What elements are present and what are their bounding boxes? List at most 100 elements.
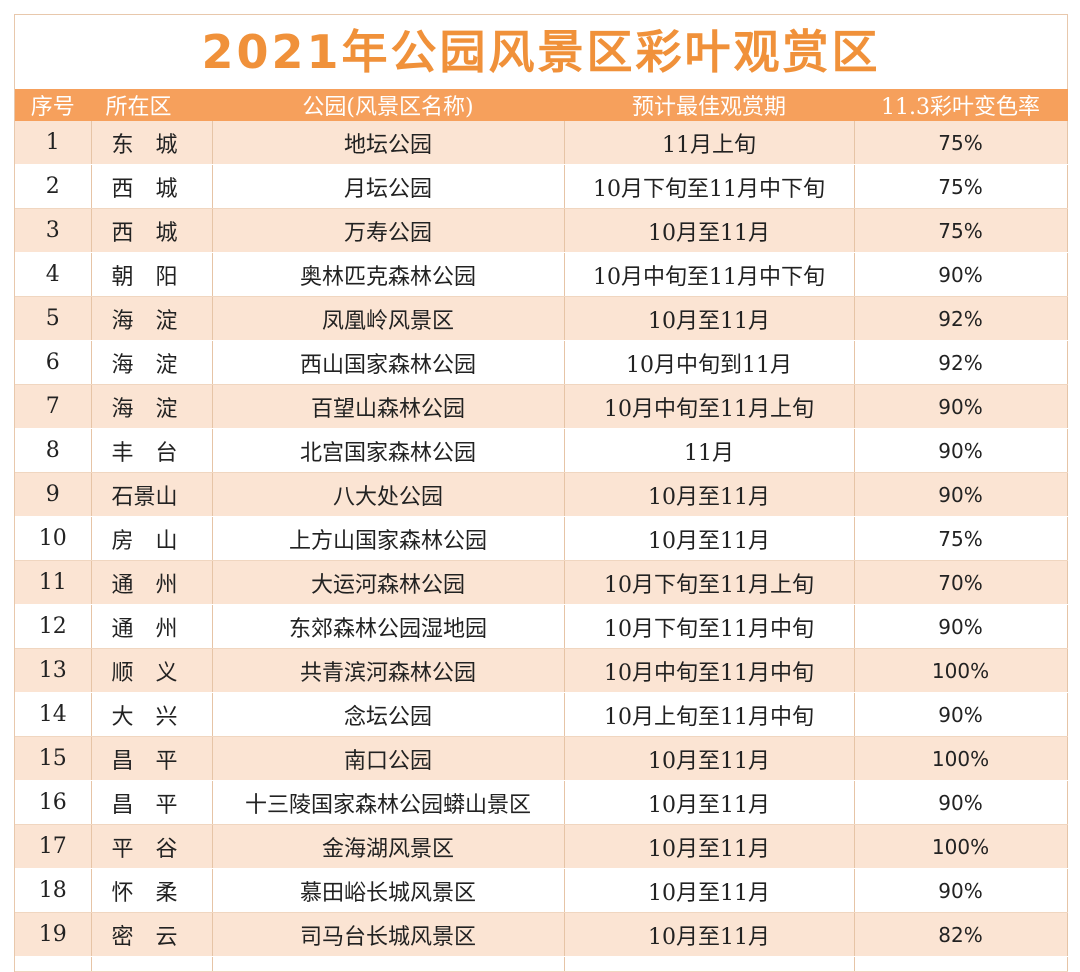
cell-index: 8 bbox=[15, 428, 92, 473]
cell-rate: 90% bbox=[854, 868, 1068, 913]
cell-district: 大 兴 bbox=[91, 692, 213, 737]
cell-period: 11月 bbox=[564, 428, 855, 473]
cell-park: 大运河森林公园 bbox=[212, 560, 565, 605]
empty-cell bbox=[91, 956, 213, 972]
cell-district: 朝 阳 bbox=[91, 252, 213, 297]
cell-period: 10月中旬至11月上旬 bbox=[564, 384, 855, 429]
spreadsheet: 2021年公园风景区彩叶观赏区 序号 所在区 公园(风景区名称) 预计最佳观赏期… bbox=[14, 14, 1068, 972]
cell-period: 10月下旬至11月中下旬 bbox=[564, 164, 855, 209]
cell-index: 3 bbox=[15, 208, 92, 253]
cell-district: 昌 平 bbox=[91, 780, 213, 825]
empty-cell bbox=[212, 956, 565, 972]
cell-park: 万寿公园 bbox=[212, 208, 565, 253]
cell-district: 昌 平 bbox=[91, 736, 213, 781]
cell-index: 4 bbox=[15, 252, 92, 297]
cell-period: 10月上旬至11月中旬 bbox=[564, 692, 855, 737]
cell-index: 12 bbox=[15, 604, 92, 649]
cell-park: 奥林匹克森林公园 bbox=[212, 252, 565, 297]
cell-park: 凤凰岭风景区 bbox=[212, 296, 565, 341]
cell-rate: 90% bbox=[854, 384, 1068, 429]
cell-district: 丰 台 bbox=[91, 428, 213, 473]
cell-district: 通 州 bbox=[91, 560, 213, 605]
cell-period: 10月至11月 bbox=[564, 868, 855, 913]
cell-district: 顺 义 bbox=[91, 648, 213, 693]
cell-district: 海 淀 bbox=[91, 340, 213, 385]
cell-index: 19 bbox=[15, 912, 92, 957]
table-row: 12 通 州东郊森林公园湿地园 10月下旬至11月中旬 90% bbox=[15, 604, 1068, 649]
cell-period: 10月至11月 bbox=[564, 736, 855, 781]
cell-park: 念坛公园 bbox=[212, 692, 565, 737]
cell-rate: 92% bbox=[854, 296, 1068, 341]
cell-rate: 75% bbox=[854, 164, 1068, 209]
cell-rate: 100% bbox=[854, 648, 1068, 693]
cell-park: 共青滨河森林公园 bbox=[212, 648, 565, 693]
header-index: 序号 bbox=[15, 89, 92, 121]
cell-rate: 75% bbox=[854, 516, 1068, 561]
cell-district: 西 城 bbox=[91, 164, 213, 209]
header-rate: 11.3彩叶变色率 bbox=[854, 89, 1068, 121]
cell-rate: 100% bbox=[854, 824, 1068, 869]
cell-index: 14 bbox=[15, 692, 92, 737]
cell-park: 北宫国家森林公园 bbox=[212, 428, 565, 473]
cell-park: 月坛公园 bbox=[212, 164, 565, 209]
cell-period: 10月至11月 bbox=[564, 472, 855, 517]
empty-row bbox=[15, 956, 1068, 972]
empty-cell bbox=[854, 956, 1068, 972]
cell-period: 10月下旬至11月中旬 bbox=[564, 604, 855, 649]
cell-period: 11月上旬 bbox=[564, 121, 855, 165]
empty-cell bbox=[15, 956, 92, 972]
cell-park: 西山国家森林公园 bbox=[212, 340, 565, 385]
cell-index: 2 bbox=[15, 164, 92, 209]
cell-district: 西 城 bbox=[91, 208, 213, 253]
cell-index: 1 bbox=[15, 121, 92, 165]
cell-period: 10月中旬至11月中旬 bbox=[564, 648, 855, 693]
cell-index: 17 bbox=[15, 824, 92, 869]
cell-index: 7 bbox=[15, 384, 92, 429]
cell-district: 海 淀 bbox=[91, 384, 213, 429]
cell-district: 平 谷 bbox=[91, 824, 213, 869]
table-row: 13 顺 义共青滨河森林公园 10月中旬至11月中旬 100% bbox=[15, 648, 1068, 693]
cell-rate: 90% bbox=[854, 472, 1068, 517]
cell-rate: 75% bbox=[854, 208, 1068, 253]
cell-district: 怀 柔 bbox=[91, 868, 213, 913]
cell-index: 5 bbox=[15, 296, 92, 341]
table-row: 9 石景山 八大处公园 10月至11月 90% bbox=[15, 472, 1068, 517]
table-row: 17 平 谷金海湖风景区 10月至11月 100% bbox=[15, 824, 1068, 869]
cell-index: 9 bbox=[15, 472, 92, 517]
cell-rate: 75% bbox=[854, 121, 1068, 165]
cell-district: 海 淀 bbox=[91, 296, 213, 341]
cell-park: 八大处公园 bbox=[212, 472, 565, 517]
cell-park: 十三陵国家森林公园蟒山景区 bbox=[212, 780, 565, 825]
cell-period: 10月至11月 bbox=[564, 516, 855, 561]
cell-rate: 90% bbox=[854, 780, 1068, 825]
cell-rate: 90% bbox=[854, 604, 1068, 649]
cell-index: 13 bbox=[15, 648, 92, 693]
cell-rate: 90% bbox=[854, 692, 1068, 737]
cell-period: 10月至11月 bbox=[564, 780, 855, 825]
cell-period: 10月中旬至11月中下旬 bbox=[564, 252, 855, 297]
cell-park: 司马台长城风景区 bbox=[212, 912, 565, 957]
cell-period: 10月下旬至11月上旬 bbox=[564, 560, 855, 605]
cell-rate: 92% bbox=[854, 340, 1068, 385]
cell-park: 金海湖风景区 bbox=[212, 824, 565, 869]
cell-index: 16 bbox=[15, 780, 92, 825]
header-park: 公园(风景区名称) bbox=[212, 89, 565, 121]
table-row: 19 密 云司马台长城风景区 10月至11月 82% bbox=[15, 912, 1068, 957]
cell-index: 15 bbox=[15, 736, 92, 781]
table-row: 16 昌 平十三陵国家森林公园蟒山景区 10月至11月 90% bbox=[15, 780, 1068, 825]
table-row: 18 怀 柔慕田峪长城风景区 10月至11月 90% bbox=[15, 868, 1068, 913]
cell-district: 通 州 bbox=[91, 604, 213, 649]
cell-park: 东郊森林公园湿地园 bbox=[212, 604, 565, 649]
cell-index: 10 bbox=[15, 516, 92, 561]
table-row: 14 大 兴念坛公园 10月上旬至11月中旬 90% bbox=[15, 692, 1068, 737]
cell-rate: 90% bbox=[854, 252, 1068, 297]
